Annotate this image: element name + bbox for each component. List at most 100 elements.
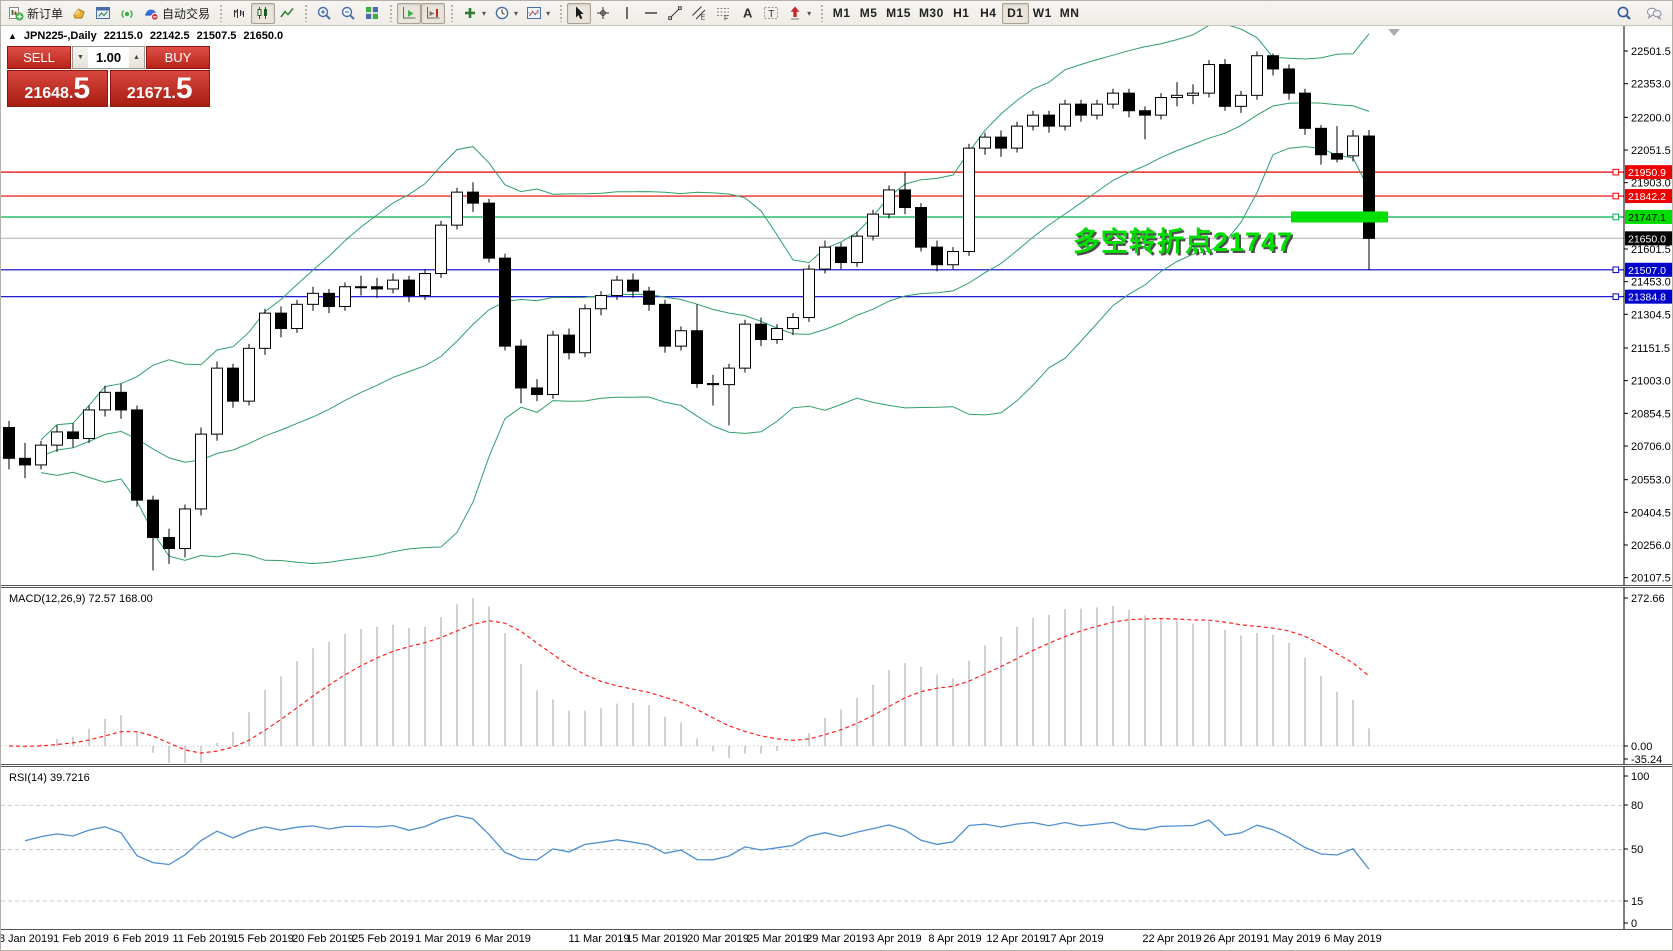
cursor-button[interactable] — [567, 2, 592, 24]
horizontal-line-object[interactable] — [1, 168, 1624, 176]
chevron-down-icon: ▾ — [546, 8, 551, 18]
cursor-icon — [571, 5, 587, 21]
tf-h4-button[interactable]: H4 — [975, 3, 1002, 24]
bar-chart-icon — [231, 5, 247, 21]
price-axis[interactable]: 22501.5 22353.0 22200.0 22051.5 21903.0 21601… — [1623, 26, 1673, 585]
time-tick-label: 11 Mar 2019 — [568, 933, 630, 945]
autotrading-button[interactable]: 自动交易 — [139, 3, 214, 24]
tf-d1-button[interactable]: D1 — [1001, 2, 1029, 24]
bar-chart-button[interactable] — [227, 3, 251, 24]
highlight-bar-object[interactable] — [1291, 211, 1388, 223]
crosshair-button[interactable] — [591, 3, 615, 24]
tf-m30-button[interactable]: M30 — [915, 3, 948, 24]
sell-button[interactable]: SELL — [7, 46, 71, 69]
tf-m1-button[interactable]: M1 — [828, 3, 855, 24]
chat-icon — [1646, 5, 1662, 21]
chart-shift-button[interactable] — [421, 2, 446, 24]
svg-text:21650.0: 21650.0 — [1628, 233, 1666, 245]
text-icon: A — [739, 5, 755, 21]
volume-input[interactable]: 1.00 — [95, 50, 122, 65]
price-tick-label: 21903.0 — [1631, 178, 1671, 190]
rsi-line — [24, 814, 1370, 870]
price-tick-label: 22051.5 — [1631, 145, 1671, 157]
tf-m15-label: M15 — [886, 6, 911, 20]
templates-button[interactable]: ▾ — [522, 3, 554, 24]
tile-windows-button[interactable] — [360, 3, 384, 24]
time-tick-label: 8 Apr 2019 — [928, 933, 982, 945]
horizontal-line-object[interactable] — [1, 192, 1624, 200]
price-tick-label: 20256.0 — [1631, 540, 1671, 552]
equidistant-channel-button[interactable]: E — [687, 3, 711, 24]
metaeditor-button[interactable] — [67, 3, 91, 24]
tf-w1-button[interactable]: W1 — [1029, 3, 1056, 24]
fibonacci-button[interactable]: F — [711, 3, 735, 24]
search-button[interactable] — [1612, 3, 1636, 24]
zoom-out-button[interactable] — [336, 3, 360, 24]
tf-m15-button[interactable]: M15 — [882, 3, 915, 24]
one-click-collapse-toggle[interactable]: ▲ — [8, 31, 17, 41]
zoom-out-icon — [340, 5, 356, 21]
toolbar-group-grip — [217, 4, 225, 22]
rsi-chart: 100 80 50 15 0 — [1, 767, 1649, 929]
tf-m5-button[interactable]: M5 — [855, 3, 882, 24]
macd-axis[interactable]: 272.66 0.00-35.24 — [1623, 588, 1665, 764]
time-tick-label: 1 Mar 2019 — [415, 933, 471, 945]
horizontal-line-button[interactable] — [639, 3, 663, 24]
volume-increase-button[interactable]: ▲ — [129, 47, 144, 68]
main-chart-pane: ▲ JPN225-,Daily 22115.0 22142.5 21507.5 … — [1, 26, 1673, 585]
new-order-button[interactable]: 新订单 — [4, 3, 67, 24]
zoom-in-button[interactable] — [312, 3, 336, 24]
rsi-axis[interactable]: 100 80 50 15 0 — [1623, 767, 1649, 929]
time-tick-label: 22 Apr 2019 — [1142, 933, 1202, 945]
volume-decrease-button[interactable]: ▼ — [73, 47, 88, 68]
tf-h1-button[interactable]: H1 — [948, 3, 975, 24]
template-chart-icon — [526, 5, 542, 21]
pane-divider[interactable] — [1, 585, 1672, 588]
rsi-tick-label: 0 — [1631, 918, 1637, 929]
rsi-tick-label: 15 — [1631, 896, 1643, 908]
vertical-line-button[interactable] — [615, 3, 639, 24]
chart-window-button[interactable] — [91, 3, 115, 24]
time-tick-label: 15 Feb 2019 — [232, 933, 294, 945]
periods-button[interactable]: ▾ — [490, 3, 522, 24]
add-plus-icon — [462, 5, 478, 21]
chart-text-annotation[interactable]: 多空转折点21747 — [1073, 227, 1294, 257]
chevron-down-icon: ▾ — [807, 8, 812, 18]
tf-mn-button[interactable]: MN — [1056, 3, 1084, 24]
chat-button[interactable] — [1642, 3, 1666, 24]
sell-price-box[interactable]: 21648. 5 — [7, 70, 108, 107]
auto-scroll-button[interactable] — [397, 2, 422, 24]
price-badge: 21650.0 — [1625, 231, 1672, 246]
text-label-button[interactable]: T — [759, 3, 783, 24]
time-tick-label: 1 Feb 2019 — [53, 933, 109, 945]
crosshair-icon — [595, 5, 611, 21]
add-indicator-button[interactable]: ▾ — [458, 3, 490, 24]
zoom-in-icon — [316, 5, 332, 21]
one-click-trading-panel: SELL ▼ 1.00 ▲ BUY 21648. 5 21671. 5 — [7, 46, 210, 107]
ohlc-close: 21650.0 — [243, 30, 284, 42]
signals-button[interactable] — [115, 3, 139, 24]
toolbar-group-grip — [387, 4, 395, 22]
price-tick-label: 21453.0 — [1631, 277, 1671, 289]
trendline-button[interactable] — [663, 3, 687, 24]
text-button[interactable]: A — [735, 3, 759, 24]
buy-price-main: 21671 — [126, 85, 172, 102]
arrows-button[interactable]: ▾ — [783, 3, 815, 24]
macd-label: MACD(12,26,9) 72.57 168.00 — [9, 593, 153, 605]
new-order-icon — [8, 5, 24, 21]
time-tick-label: 12 Apr 2019 — [986, 933, 1046, 945]
price-tick-label: 20404.5 — [1631, 507, 1671, 519]
line-chart-button[interactable] — [275, 3, 299, 24]
buy-button[interactable]: BUY — [146, 46, 210, 69]
time-tick-label: 28 Jan 2019 — [1, 933, 54, 945]
chart-shift-marker[interactable] — [1388, 29, 1400, 36]
toolbar-group-grip — [448, 4, 456, 22]
buy-price-box[interactable]: 21671. 5 — [109, 70, 210, 107]
candlestick-chart-button[interactable] — [251, 2, 276, 24]
pane-divider[interactable] — [1, 764, 1672, 767]
time-tick-label: 17 Apr 2019 — [1044, 933, 1104, 945]
search-icon — [1616, 5, 1632, 21]
price-tick-label: 22353.0 — [1631, 79, 1671, 91]
